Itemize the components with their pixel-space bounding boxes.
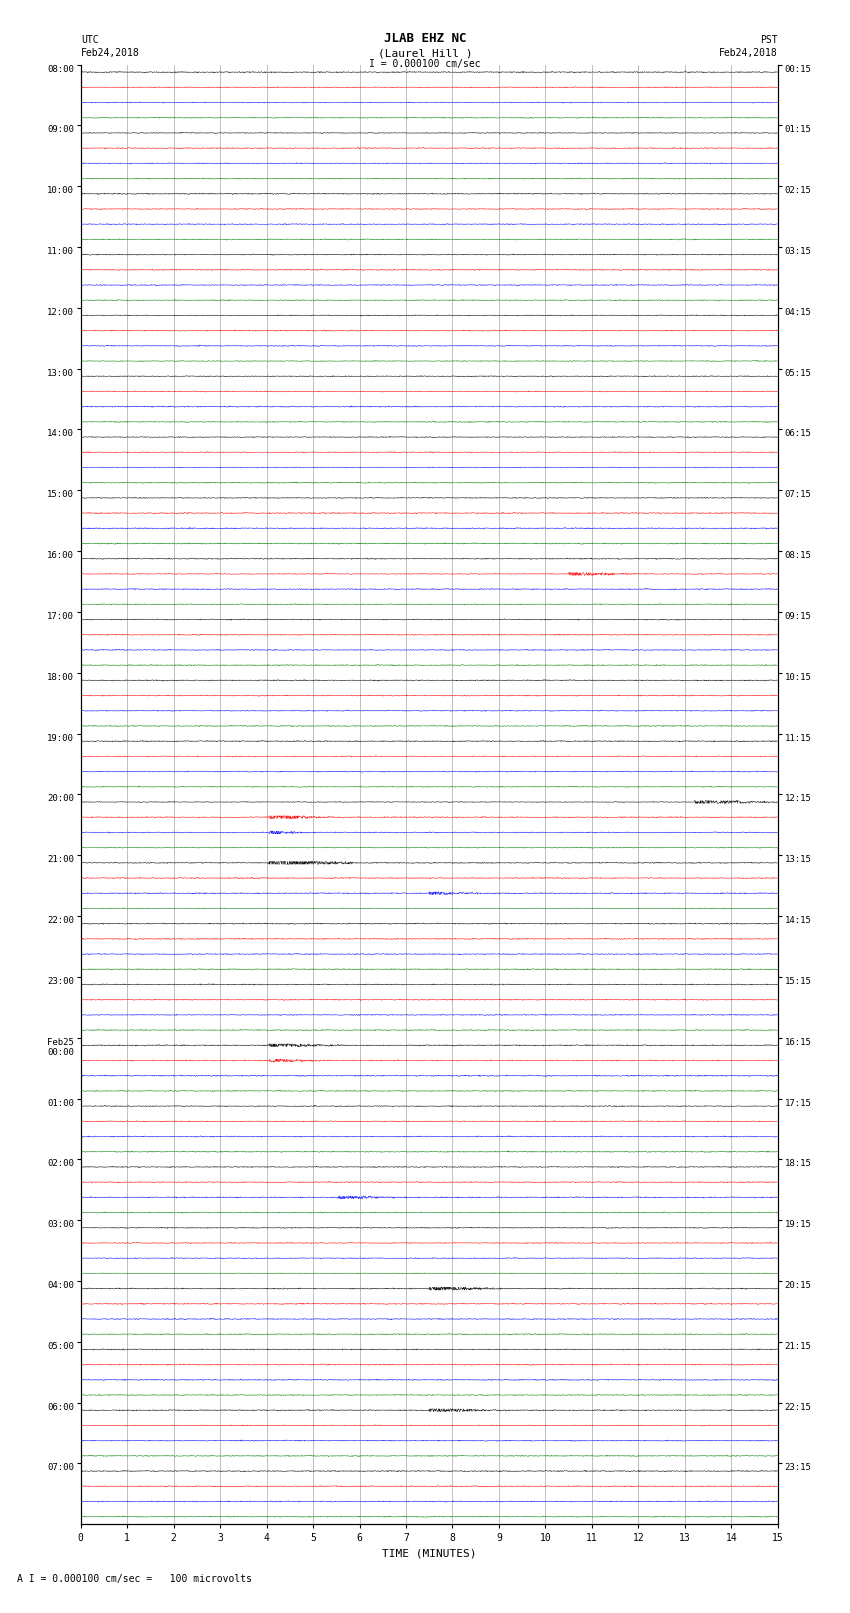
Text: Feb24,2018: Feb24,2018 — [81, 48, 139, 58]
Text: JLAB EHZ NC: JLAB EHZ NC — [383, 32, 467, 45]
X-axis label: TIME (MINUTES): TIME (MINUTES) — [382, 1548, 477, 1558]
Text: Feb24,2018: Feb24,2018 — [719, 48, 778, 58]
Text: I = 0.000100 cm/sec: I = 0.000100 cm/sec — [369, 60, 481, 69]
Text: UTC: UTC — [81, 35, 99, 45]
Text: PST: PST — [760, 35, 778, 45]
Text: (Laurel Hill ): (Laurel Hill ) — [377, 48, 473, 58]
Text: A I = 0.000100 cm/sec =   100 microvolts: A I = 0.000100 cm/sec = 100 microvolts — [17, 1574, 252, 1584]
